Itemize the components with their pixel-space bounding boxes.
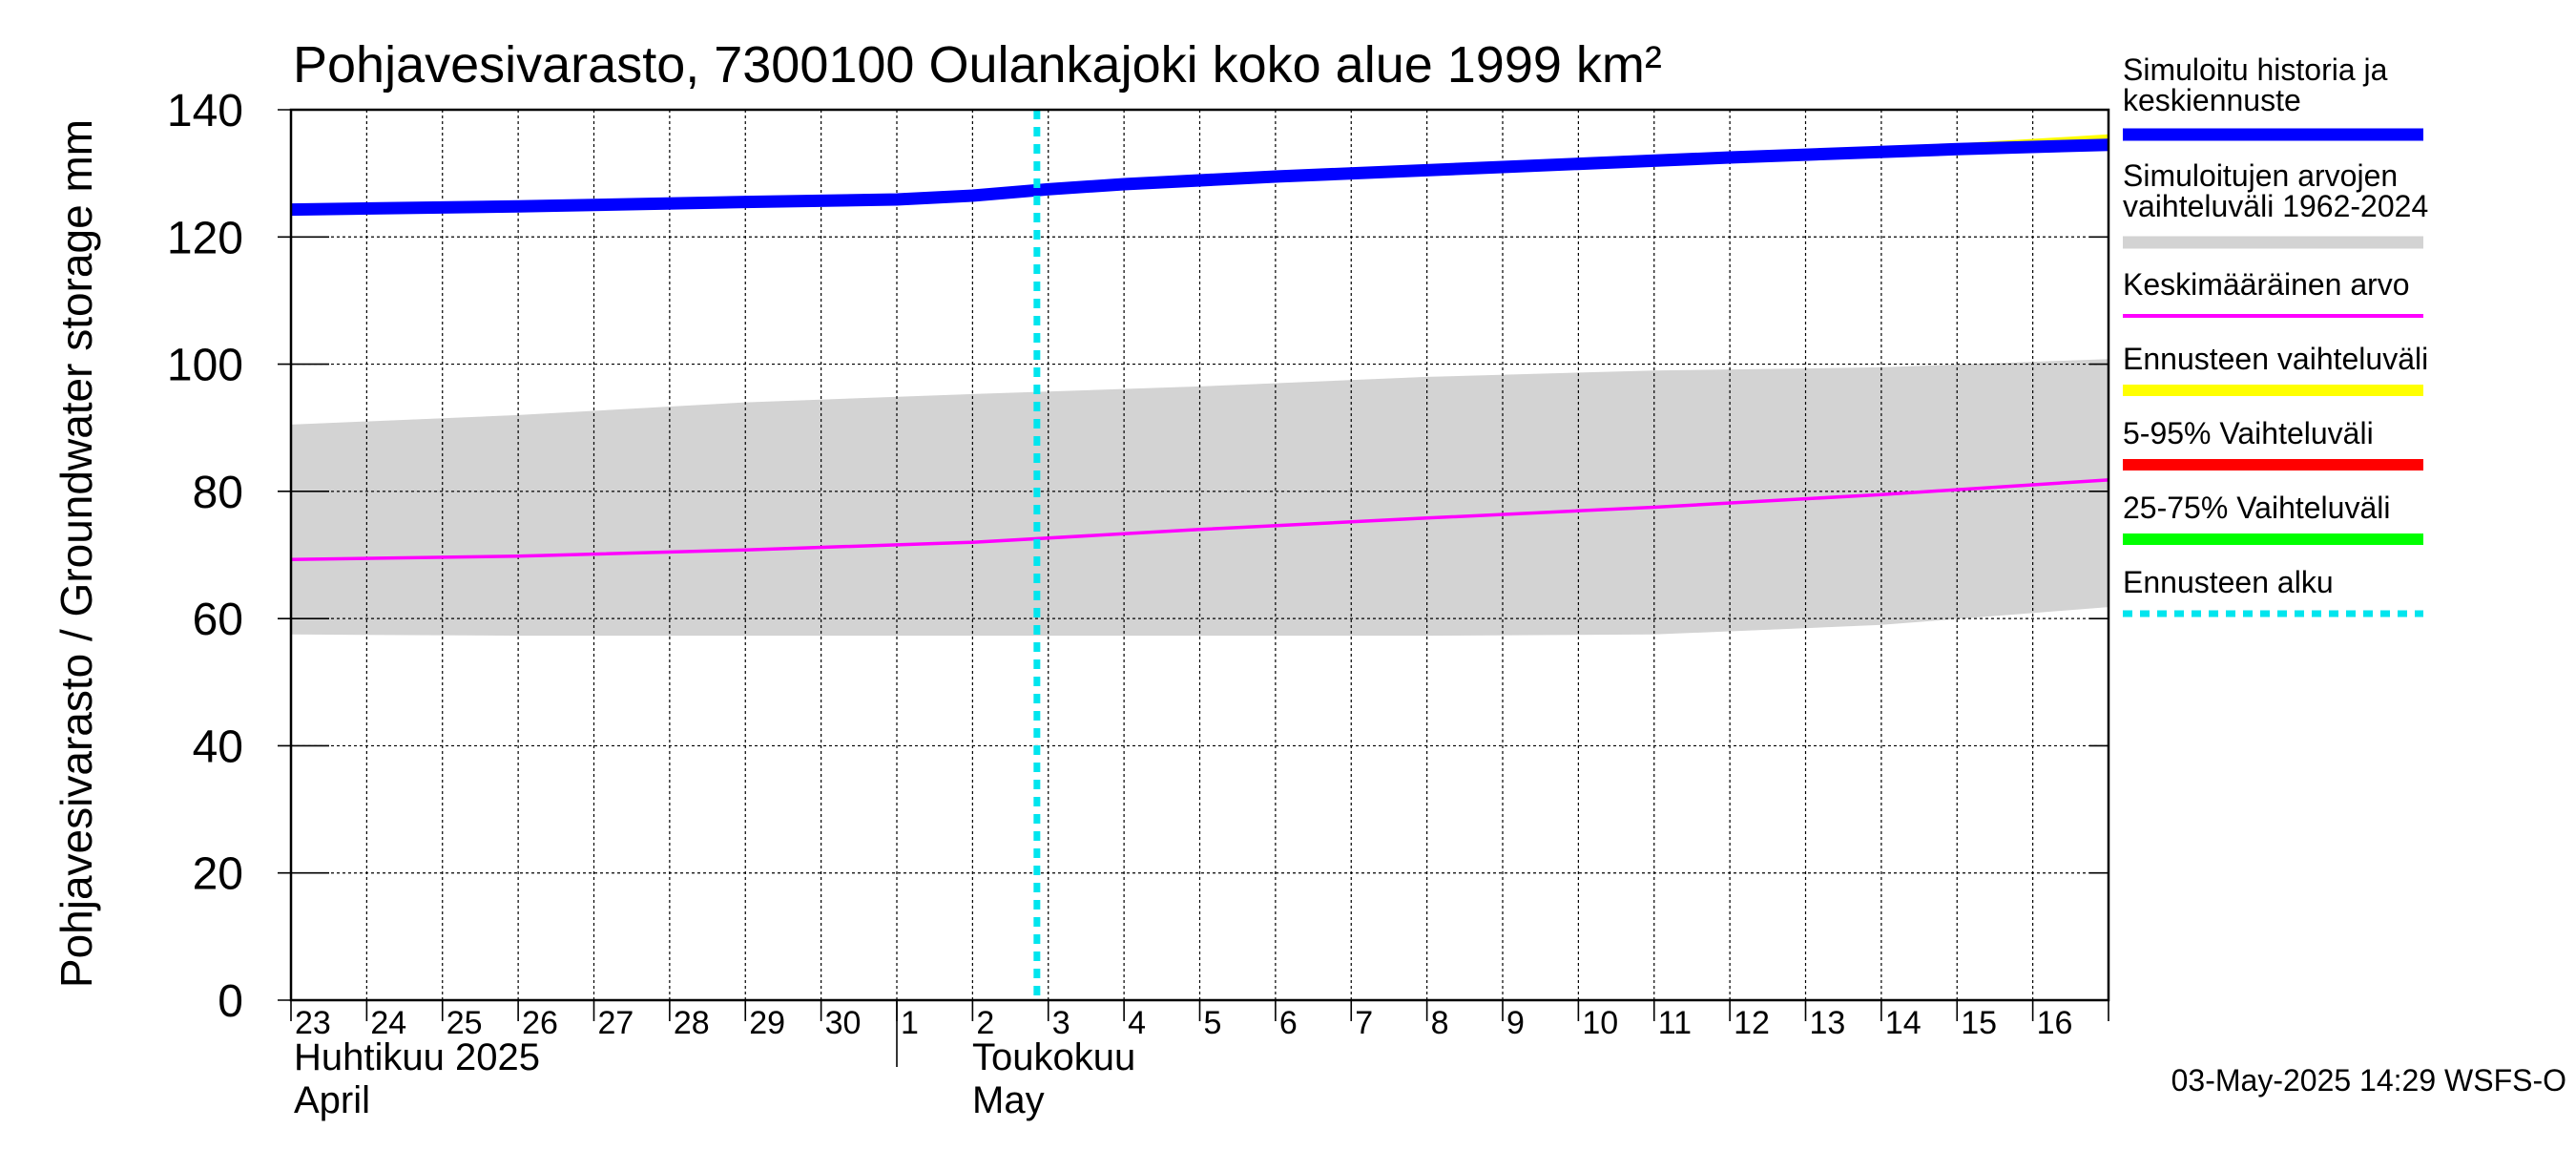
x-tick-label: 30 [825, 1005, 862, 1041]
x-tick-label: 23 [295, 1005, 331, 1041]
chart-title: Pohjavesivarasto, 7300100 Oulankajoki ko… [293, 36, 1662, 94]
month-label-april-fi: Huhtikuu 2025 [294, 1036, 540, 1078]
y-tick-label: 40 [193, 721, 243, 772]
legend-label: keskiennuste [2123, 83, 2301, 117]
legend-item: Keskimääräinen arvo [2123, 267, 2423, 318]
legend-item: 5-95% Vaihteluväli [2123, 416, 2423, 470]
x-tick-label: 27 [598, 1005, 634, 1041]
month-label-april-en: April [294, 1079, 370, 1121]
timestamp-label: 03-May-2025 14:29 WSFS-O [2171, 1063, 2566, 1098]
x-tick-label: 5 [1204, 1005, 1222, 1041]
x-tick-label: 14 [1885, 1005, 1922, 1041]
legend-item: Ennusteen alku [2123, 565, 2423, 617]
y-tick-label: 120 [167, 213, 243, 263]
y-tick-label: 100 [167, 341, 243, 391]
legend-label: Simuloitu historia ja [2123, 52, 2388, 87]
legend-item: 25-75% Vaihteluväli [2123, 491, 2423, 545]
legend-label: 25-75% Vaihteluväli [2123, 491, 2390, 525]
legend-label: Ennusteen alku [2123, 565, 2334, 599]
x-tick-label: 12 [1734, 1005, 1770, 1041]
x-tick-label: 15 [1961, 1005, 1997, 1041]
y-tick-label: 20 [193, 849, 243, 900]
x-tick-label: 26 [522, 1005, 558, 1041]
range-band [291, 359, 2109, 637]
x-tick-label: 2 [976, 1005, 994, 1041]
legend-item: Ennusteen vaihteluväli [2123, 342, 2428, 396]
y-tick-label: 0 [218, 976, 243, 1027]
series-line [290, 138, 2109, 217]
y-axis-label: Pohjavesivarasto / Groundwater storage m… [52, 119, 101, 988]
x-tick-label: 13 [1810, 1005, 1846, 1041]
series-line [290, 478, 2109, 561]
month-label-may-fi: Toukokuu [972, 1036, 1135, 1078]
x-tick-label: 4 [1128, 1005, 1146, 1041]
x-tick-label: 3 [1052, 1005, 1070, 1041]
y-tick-label: 80 [193, 468, 243, 518]
month-label-may-en: May [972, 1079, 1045, 1121]
plot-frame [289, 108, 2110, 1002]
x-tick-label: 29 [749, 1005, 785, 1041]
y-tick-label: 60 [193, 595, 243, 645]
legend: Simuloitu historia jakeskiennusteSimuloi… [2123, 52, 2428, 617]
x-tick-label: 8 [1431, 1005, 1449, 1041]
x-tick-label: 11 [1658, 1005, 1692, 1041]
x-tick-label: 10 [1582, 1005, 1618, 1041]
x-tick-label: 25 [447, 1005, 483, 1041]
legend-label: Keskimääräinen arvo [2123, 267, 2410, 302]
x-tick-label: 24 [370, 1005, 406, 1041]
x-tick-label: 6 [1279, 1005, 1298, 1041]
legend-label: vaihteluväli 1962-2024 [2123, 189, 2428, 223]
legend-label: Ennusteen vaihteluväli [2123, 342, 2428, 376]
legend-label: Simuloitujen arvojen [2123, 158, 2398, 193]
x-tick-label: 28 [674, 1005, 710, 1041]
x-tick-label: 7 [1355, 1005, 1373, 1041]
x-tick-label: 9 [1506, 1005, 1525, 1041]
y-tick-label: 140 [167, 86, 243, 136]
x-tick-label: 16 [2037, 1005, 2073, 1041]
legend-label: 5-95% Vaihteluväli [2123, 416, 2374, 450]
x-tick-label: 1 [901, 1005, 919, 1041]
